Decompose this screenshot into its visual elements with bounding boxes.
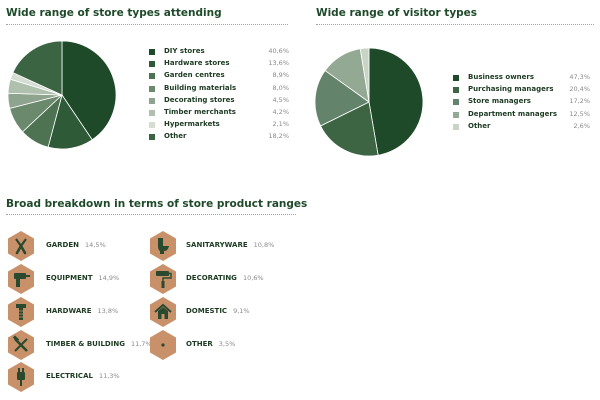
legend-value: 2,1%: [272, 120, 289, 129]
product-range-value: 10,8%: [253, 241, 275, 249]
dot-icon: [149, 330, 177, 360]
legend-value: 2,6%: [573, 121, 590, 130]
visitor-types-legend: Business owners 47,3% Purchasing managers 2…: [453, 73, 590, 134]
legend-label: Store managers: [468, 97, 531, 106]
legend-item-other: Other 18,2%: [149, 132, 289, 144]
legend-item-diy-stores: DIY stores 40,6%: [149, 47, 289, 59]
product-range-label: GARDEN: [46, 241, 80, 249]
legend-swatch: [453, 123, 459, 130]
pie-slice-store-managers: [314, 69, 370, 127]
product-range-label: DOMESTIC: [186, 307, 228, 315]
pie-slice-diy-stores: [61, 40, 117, 141]
pie-slice-other: [359, 47, 370, 103]
legend-label: Decorating stores: [164, 95, 235, 104]
legend-item-purchasing-managers: Purchasing managers 20,4%: [453, 85, 590, 97]
legend-value: 4,5%: [272, 95, 289, 104]
legend-swatch: [149, 73, 155, 80]
product-range-label: DECORATING: [186, 274, 237, 282]
legend-value: 40,6%: [268, 47, 289, 55]
legend-value: 47,3%: [569, 73, 590, 81]
visitor-types-pie-chart: [314, 47, 424, 157]
legend-item-other: Other 2,6%: [453, 122, 590, 134]
legend-item-decorating-stores: Decorating stores 4,5%: [149, 96, 289, 108]
legend-swatch: [453, 99, 459, 106]
store-types-pie-chart: [7, 40, 117, 150]
legend-value: 17,2%: [569, 97, 590, 106]
legend-label: Other: [164, 132, 187, 141]
legend-item-department-managers: Department managers 12,5%: [453, 110, 590, 122]
legend-label: Hardware stores: [164, 59, 230, 68]
legend-swatch: [149, 85, 155, 92]
product-ranges-divider: [6, 214, 296, 215]
product-range-label: HARDWARE: [46, 307, 92, 315]
power-drill-icon: [7, 264, 35, 294]
visitor-types-divider: [316, 24, 594, 25]
legend-label: Other: [468, 121, 491, 130]
legend-item-hypermarkets: Hypermarkets 2,1%: [149, 120, 289, 132]
product-range-value: 11,3%: [98, 372, 120, 380]
product-range-label: OTHER: [186, 340, 213, 348]
bolt-screw-icon: [7, 297, 35, 327]
legend-swatch: [149, 109, 155, 116]
product-range-value: 9,1%: [233, 307, 250, 315]
legend-value: 4,2%: [272, 107, 289, 116]
paint-roller-icon: [149, 264, 177, 294]
legend-label: Purchasing managers: [468, 85, 554, 94]
legend-swatch: [453, 111, 459, 118]
legend-label: Hypermarkets: [164, 120, 220, 129]
product-range-label: ELECTRICAL: [46, 372, 93, 380]
legend-label: Department managers: [468, 109, 558, 118]
legend-value: 18,2%: [268, 132, 289, 141]
legend-label: Timber merchants: [164, 107, 236, 116]
legend-item-building-materials: Building materials 8,0%: [149, 84, 289, 96]
legend-label: DIY stores: [164, 47, 205, 55]
legend-item-hardware-stores: Hardware stores 13,6%: [149, 59, 289, 71]
legend-item-garden-centres: Garden centres 8,9%: [149, 71, 289, 83]
product-range-value: 10,6%: [242, 274, 264, 282]
pie-slice-business-owners: [368, 47, 424, 156]
legend-swatch: [149, 49, 155, 55]
toilet-icon: [149, 231, 177, 261]
store-types-title: Wide range of store types attending: [6, 7, 222, 19]
product-range-value: 11,7%: [130, 340, 152, 348]
house-icon: [149, 297, 177, 327]
legend-value: 8,0%: [272, 83, 289, 92]
product-range-label: SANITARYWARE: [186, 241, 248, 249]
legend-swatch: [149, 134, 155, 141]
legend-label: Garden centres: [164, 71, 225, 80]
legend-swatch: [149, 61, 155, 68]
pie-slice-other: [12, 40, 63, 96]
legend-value: 12,5%: [569, 109, 590, 118]
product-range-value: 3,5%: [218, 340, 236, 348]
legend-item-store-managers: Store managers 17,2%: [453, 97, 590, 109]
product-range-value: 14,9%: [98, 274, 120, 282]
pie-slice-purchasing-managers: [320, 101, 379, 157]
pruning-shears-icon: [7, 231, 35, 261]
product-ranges-title: Broad breakdown in terms of store produc…: [6, 198, 308, 210]
electric-plug-icon: [7, 362, 35, 392]
legend-item-timber-merchants: Timber merchants 4,2%: [149, 108, 289, 120]
visitor-types-title: Wide range of visitor types: [316, 7, 478, 19]
legend-value: 8,9%: [272, 71, 289, 80]
legend-label: Business owners: [468, 73, 535, 81]
legend-label: Building materials: [164, 83, 237, 92]
product-range-label: EQUIPMENT: [46, 274, 93, 282]
legend-value: 20,4%: [569, 85, 590, 94]
legend-swatch: [453, 87, 459, 94]
store-types-divider: [6, 24, 288, 25]
product-range-value: 14,5%: [85, 241, 106, 249]
legend-swatch: [149, 122, 155, 129]
legend-value: 13,6%: [268, 59, 289, 68]
legend-swatch: [149, 97, 155, 104]
store-types-legend: DIY stores 40,6% Hardware stores 13,6% Garde…: [149, 47, 289, 145]
product-range-label: TIMBER & BUILDING: [46, 340, 125, 348]
legend-item-business-owners: Business owners 47,3%: [453, 73, 590, 85]
legend-swatch: [453, 75, 459, 81]
product-range-value: 13,8%: [97, 307, 119, 315]
hammer-saw-icon: [7, 330, 35, 360]
